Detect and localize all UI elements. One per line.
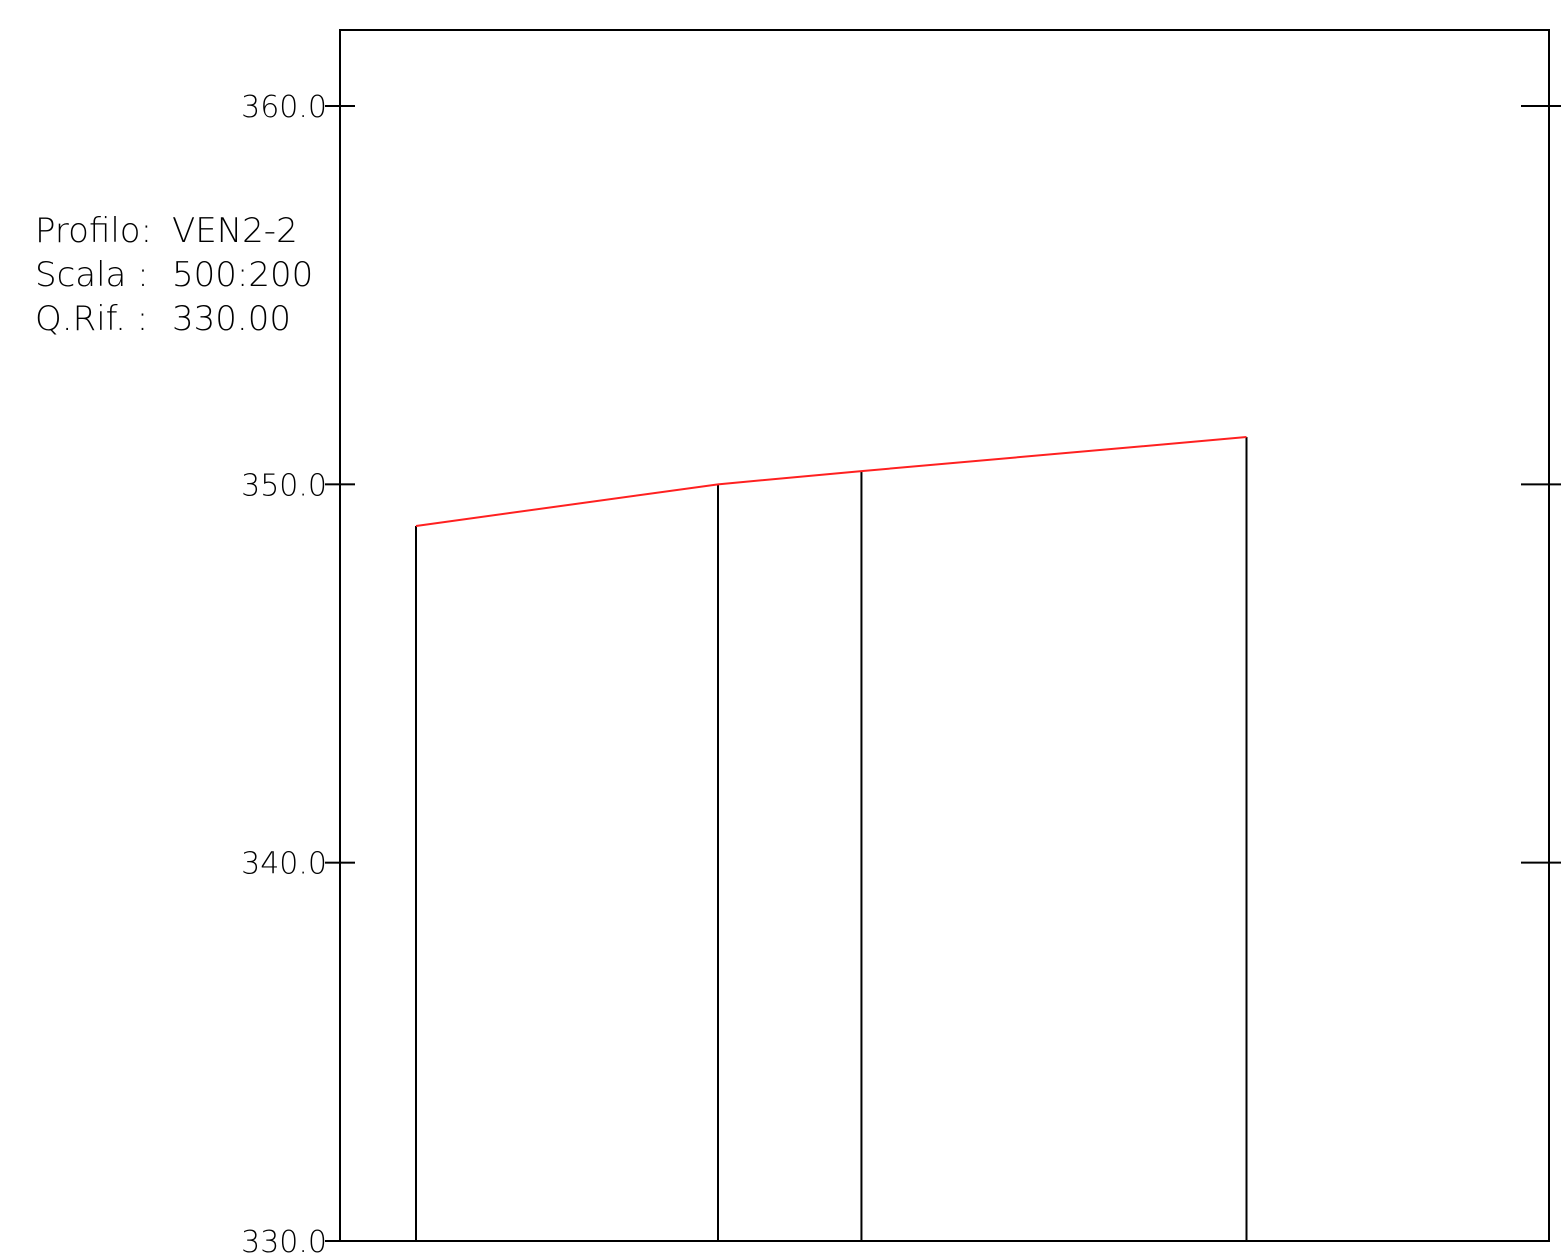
- profilo-value: VEN2-2: [172, 211, 298, 251]
- y-tick-label: 330.0: [241, 1225, 327, 1260]
- y-tick-label: 360.0: [241, 90, 327, 125]
- qrif-value: 330.00: [172, 299, 291, 339]
- y-axis-ticks: 330.0 340.0 350.0 360.0: [241, 90, 1561, 1260]
- plot-frame: [339, 29, 1550, 1242]
- profile-info: Profilo: VEN2-2 Scala : 500:200 Q.Rif. :…: [35, 211, 313, 339]
- profilo-label: Profilo:: [35, 211, 152, 251]
- terrain-profile: [415, 436, 1247, 527]
- scala-label: Scala :: [35, 255, 149, 295]
- scala-value: 500:200: [172, 255, 313, 295]
- terrain-line: [415, 436, 1247, 527]
- y-tick-label: 340.0: [241, 847, 327, 882]
- y-tick-label: 350.0: [241, 468, 327, 503]
- qrif-label: Q.Rif. :: [35, 299, 148, 339]
- station-lines: [415, 437, 1248, 1241]
